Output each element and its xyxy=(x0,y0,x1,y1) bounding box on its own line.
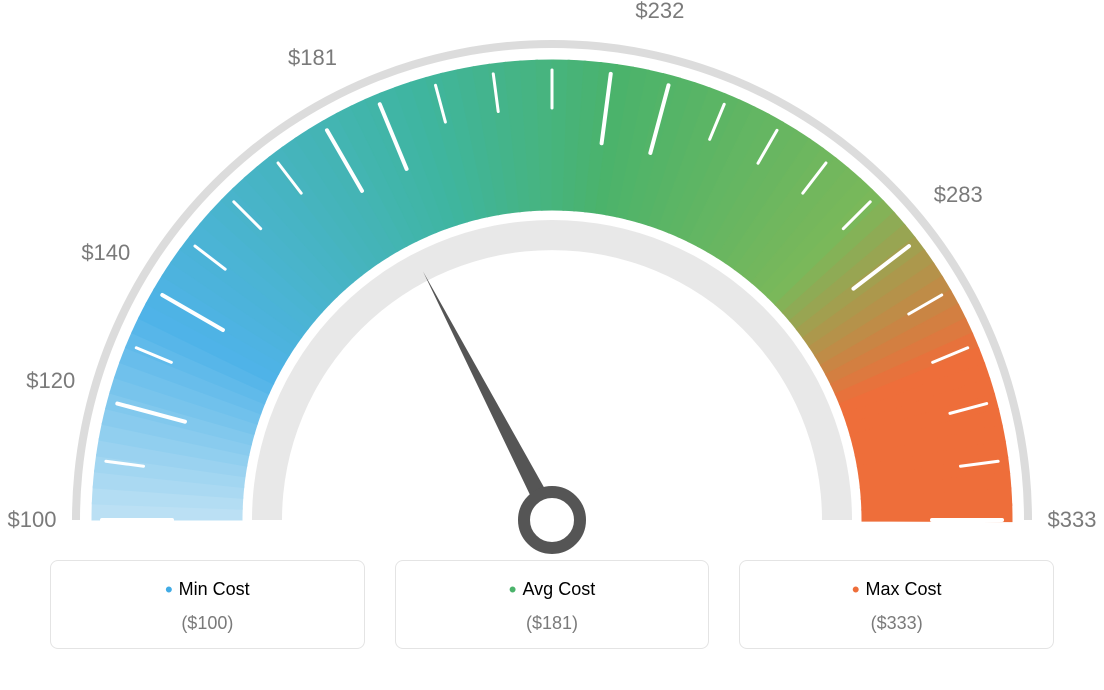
legend-value-max: ($333) xyxy=(748,613,1045,634)
dot-icon-max: • xyxy=(852,577,860,602)
legend-label-min: Min Cost xyxy=(179,579,250,599)
scale-label: $181 xyxy=(288,45,337,71)
scale-label: $283 xyxy=(934,182,983,208)
dot-icon-min: • xyxy=(165,577,173,602)
legend-title-min: • Min Cost xyxy=(59,577,356,603)
scale-label: $100 xyxy=(8,507,57,533)
scale-label: $120 xyxy=(26,368,75,394)
scale-label: $333 xyxy=(1048,507,1097,533)
dot-icon-avg: • xyxy=(509,577,517,602)
legend-card-min: • Min Cost ($100) xyxy=(50,560,365,649)
legend-value-min: ($100) xyxy=(59,613,356,634)
legend-value-avg: ($181) xyxy=(404,613,701,634)
legend-title-max: • Max Cost xyxy=(748,577,1045,603)
legend-label-avg: Avg Cost xyxy=(523,579,596,599)
scale-label: $232 xyxy=(635,0,684,24)
legend-label-max: Max Cost xyxy=(866,579,942,599)
gauge-svg xyxy=(0,0,1104,560)
legend-card-avg: • Avg Cost ($181) xyxy=(395,560,710,649)
scale-label: $140 xyxy=(81,240,130,266)
legend-card-max: • Max Cost ($333) xyxy=(739,560,1054,649)
gauge-chart: $100 $120 $140 $181 $232 $283 $333 xyxy=(0,0,1104,560)
legend-row: • Min Cost ($100) • Avg Cost ($181) • Max C… xyxy=(0,560,1104,649)
legend-title-avg: • Avg Cost xyxy=(404,577,701,603)
